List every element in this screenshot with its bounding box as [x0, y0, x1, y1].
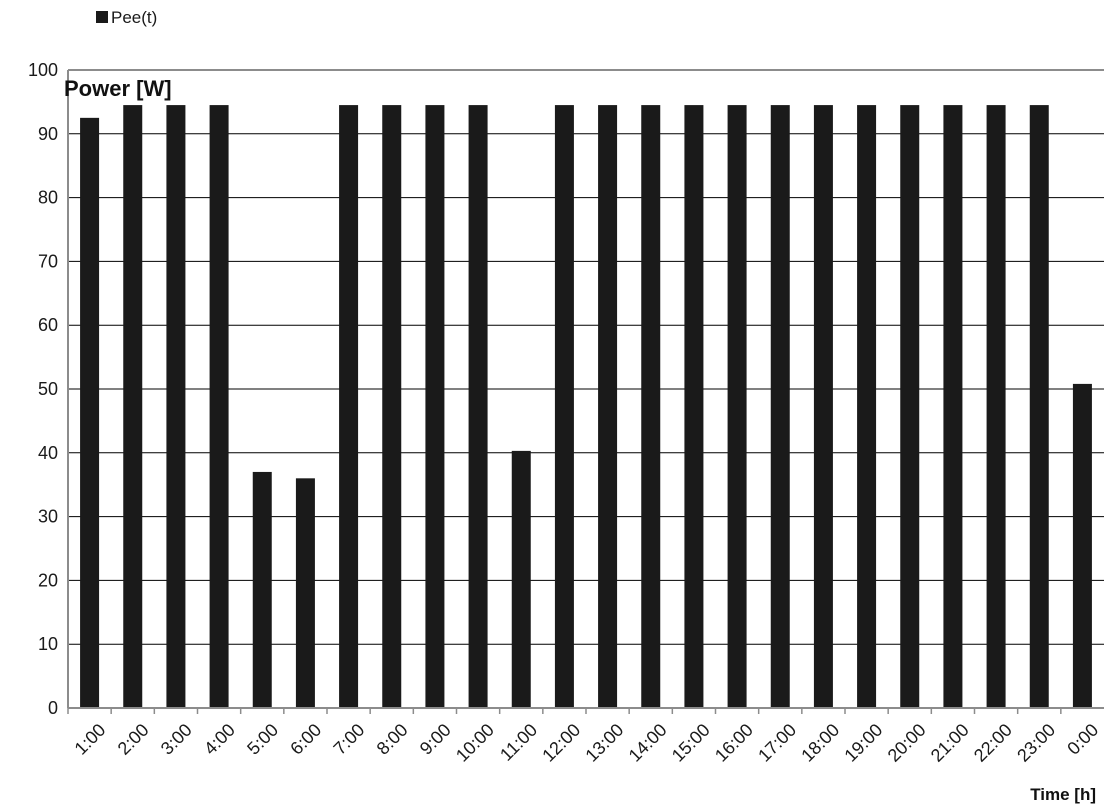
y-tick-label: 30: [38, 507, 58, 527]
x-tick-label: 12:00: [538, 720, 584, 766]
x-tick-label: 20:00: [884, 720, 930, 766]
bar-20:00: [900, 105, 920, 709]
y-tick-label: 20: [38, 570, 58, 590]
x-tick-label: 7:00: [330, 720, 369, 759]
x-tick-label: 17:00: [754, 720, 800, 766]
bar-11:00: [511, 450, 531, 708]
x-tick-label: 8:00: [373, 720, 412, 759]
bar-18:00: [813, 105, 833, 709]
gridlines: [68, 69, 1104, 645]
y-axis-title: Power [W]: [64, 76, 172, 101]
x-tick-label: 4:00: [200, 720, 239, 759]
bar-14:00: [641, 105, 661, 709]
y-tick-label: 10: [38, 634, 58, 654]
bars: [80, 105, 1092, 709]
y-tick-label: 50: [38, 379, 58, 399]
x-tick-label: 15:00: [668, 720, 714, 766]
bar-19:00: [857, 105, 877, 709]
bar-12:00: [554, 105, 574, 709]
y-tick-label: 60: [38, 315, 58, 335]
x-tick-label: 13:00: [581, 720, 627, 766]
legend-label: Pee(t): [111, 8, 157, 27]
bar-5:00: [252, 471, 272, 708]
bar-9:00: [425, 105, 445, 709]
x-tick-label: 5:00: [243, 720, 282, 759]
bar-22:00: [986, 105, 1006, 709]
x-tick-label: 6:00: [286, 720, 325, 759]
y-tick-label: 70: [38, 251, 58, 271]
bar-23:00: [1029, 105, 1049, 709]
bar-16:00: [727, 105, 747, 709]
bar-1:00: [80, 117, 100, 709]
x-tick-label: 3:00: [157, 720, 196, 759]
bar-13:00: [598, 105, 618, 709]
x-tick-labels: 1:00 2:00 3:00 4:00 5:00 6:00 7:00 8:00 9:0010:0…: [67, 708, 1102, 766]
bar-3:00: [166, 105, 186, 709]
y-tick-label: 100: [28, 60, 58, 80]
x-tick-label: 14:00: [625, 720, 671, 766]
bar-21:00: [943, 105, 963, 709]
bar-4:00: [209, 105, 229, 709]
bar-7:00: [339, 105, 359, 709]
y-tick-labels: 0 10 20 30 40 50 60 70 80 90 100: [28, 60, 58, 718]
x-tick-label: 11:00: [496, 720, 541, 765]
bar-8:00: [382, 105, 402, 709]
y-tick-label: 0: [48, 698, 58, 718]
x-tick-label: 18:00: [797, 720, 843, 766]
x-tick-label: 21:00: [927, 720, 973, 766]
y-tick-label: 40: [38, 443, 58, 463]
x-tick-label: 9:00: [416, 720, 455, 759]
x-tick-label: 10:00: [452, 720, 498, 766]
x-tick-label: 22:00: [970, 720, 1016, 766]
bar-10:00: [468, 105, 488, 709]
x-tick-label: 16:00: [711, 720, 757, 766]
x-tick-label: 1:00: [71, 720, 110, 759]
x-tick-label: 2:00: [114, 720, 153, 759]
bar-17:00: [770, 105, 790, 709]
bar-15:00: [684, 105, 704, 709]
y-tick-label: 80: [38, 188, 58, 208]
x-tick-label: 23:00: [1013, 720, 1059, 766]
x-tick-label: 0:00: [1063, 720, 1102, 759]
x-axis-title: Time [h]: [1030, 785, 1096, 804]
x-tick-label: 19:00: [840, 720, 886, 766]
legend-swatch: [96, 11, 108, 23]
legend: Pee(t): [96, 8, 157, 27]
bar-0:00: [1072, 383, 1092, 708]
bar-6:00: [295, 478, 315, 708]
y-tick-label: 90: [38, 124, 58, 144]
bar-2:00: [123, 105, 143, 709]
